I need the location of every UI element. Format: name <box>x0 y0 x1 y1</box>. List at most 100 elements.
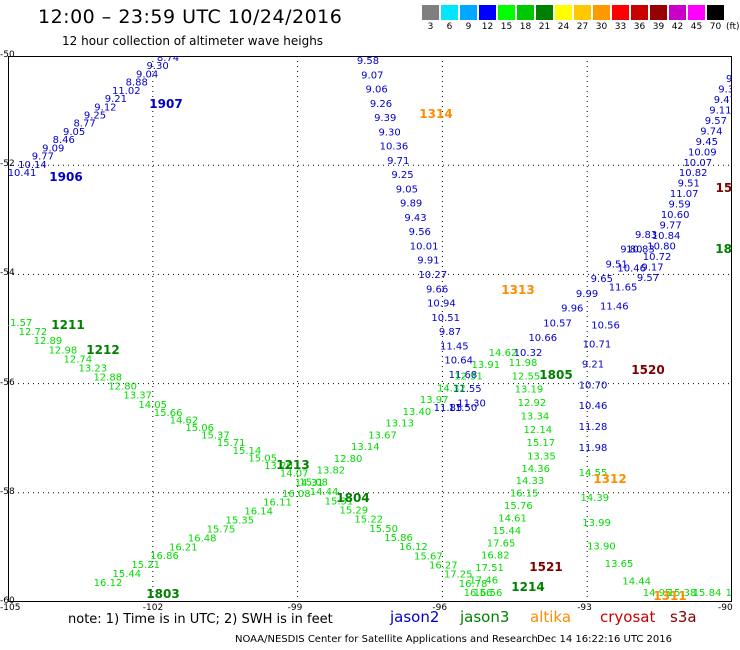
lon-tick-label: -96 <box>432 603 448 613</box>
legend-swatch <box>536 5 553 20</box>
wave-height-label: 12.14 <box>524 425 553 436</box>
lon-tick-label: -105 <box>0 603 21 613</box>
pass-label: 1804 <box>336 491 369 505</box>
wave-height-label: 16.56 <box>464 588 493 599</box>
legend-swatch <box>460 5 477 20</box>
legend-swatch <box>555 5 572 20</box>
legend-label: 6 <box>446 22 453 32</box>
satellite-name: s3a <box>670 608 697 626</box>
wave-height-label: 12.80 <box>108 382 137 393</box>
wave-height-label: 9.39 <box>718 84 732 95</box>
legend-label: 3 <box>427 22 434 32</box>
wave-height-label: 9.21 <box>582 359 604 370</box>
wave-height-label: 11.55 <box>453 384 482 395</box>
wave-height-label: 13.20 <box>264 461 293 472</box>
pass-label: 1214 <box>511 580 544 594</box>
wave-height-label: 9.59 <box>669 200 691 211</box>
wave-height-label: 11.57 <box>8 318 32 329</box>
wave-height-label: 16.48 <box>188 533 217 544</box>
satellite-name: cryosat <box>600 608 656 626</box>
wave-height-label: 10.46 <box>579 401 608 412</box>
wave-height-label: 13.90 <box>587 541 616 552</box>
wave-height-label: 10.64 <box>444 356 473 367</box>
wave-height-label: 11.98 <box>579 443 608 454</box>
wave-height-label: 8.46 <box>53 135 75 146</box>
wave-height-label: 9.25 <box>391 170 413 181</box>
wave-height-label: 14.95 <box>643 588 672 599</box>
wave-height-label: 15.76 <box>504 501 533 512</box>
wave-height-label: 16.86 <box>150 551 179 562</box>
wave-height-label: 9.56 <box>409 227 431 238</box>
wave-height-label: 11.30 <box>457 398 486 409</box>
wave-height-label: 15.86 <box>384 533 413 544</box>
legend-label: 15 <box>500 22 513 32</box>
wave-height-label: 9.58 <box>357 56 379 67</box>
pass-label: 1313 <box>501 283 534 297</box>
wave-height-label: 10.56 <box>591 320 620 331</box>
wave-height-label: 12.55 <box>512 371 541 382</box>
pass-label: 1213 <box>276 458 309 472</box>
legend-label: 39 <box>652 22 665 32</box>
pass-label: 1803 <box>146 587 179 601</box>
color-legend: 3 6 9 12 15 18 21 24 27 30 33 36 39 42 45 70 <box>422 5 728 37</box>
legend-swatch <box>441 5 458 20</box>
plot-frame <box>8 56 732 602</box>
wave-height-label: 12.98 <box>49 345 78 356</box>
wave-height-label: 9.45 <box>696 137 718 148</box>
legend-label: 21 <box>538 22 551 32</box>
wave-height-label: 13.65 <box>605 559 634 570</box>
wave-height-label: 14.44 <box>622 577 651 588</box>
wave-height-label: 9.77 <box>659 221 681 232</box>
wave-height-label: 17.25 <box>444 570 473 581</box>
wave-height-label: 10.09 <box>688 147 717 158</box>
wave-height-label: 9.99 <box>576 289 598 300</box>
note-text: note: 1) Time is in UTC; 2) SWH is in fe… <box>68 612 333 627</box>
wave-height-label: 9.74 <box>700 126 722 137</box>
legend-swatch <box>612 5 629 20</box>
lon-tick-label: -90 <box>718 603 733 613</box>
wave-height-label: 9.66 <box>426 284 448 295</box>
wave-height-label: 16.14 <box>244 507 273 518</box>
wave-height-label: 9.30 <box>146 61 168 72</box>
legend-units: (ft) <box>726 22 740 32</box>
legend-swatch <box>631 5 648 20</box>
wave-height-label: 10.57 <box>543 318 572 329</box>
lat-tick-label: -58 <box>0 486 15 497</box>
wave-height-label: 11.07 <box>670 189 699 200</box>
wave-height-label: 10.41 <box>8 168 36 179</box>
wave-height-label: 14.39 <box>580 493 609 504</box>
wave-height-label: 9.51 <box>605 259 627 270</box>
wave-height-label: 12.89 <box>34 336 63 347</box>
wave-height-label: 10.80 <box>647 242 676 253</box>
wave-height-label: 11.46 <box>600 301 629 312</box>
wave-height-label: 10.32 <box>514 348 543 359</box>
wave-height-label: 13.34 <box>521 411 550 422</box>
lon-tick-label: -93 <box>577 603 592 613</box>
wave-height-label: 17.46 <box>469 576 498 587</box>
lon-tick-label: -99 <box>287 603 303 613</box>
wave-height-label: 9.25 <box>84 111 106 122</box>
wave-height-label: 9.87 <box>439 327 461 338</box>
wave-height-label: 12.74 <box>64 354 93 365</box>
satellite-name: jason2 <box>390 608 440 626</box>
legend-label: 36 <box>633 22 646 32</box>
credit-text: NOAA/NESDIS Center for Satellite Applica… <box>235 634 538 645</box>
pass-label: 1907 <box>149 97 182 111</box>
wave-height-label: 9.96 <box>561 304 583 315</box>
lat-tick-label: -54 <box>0 268 15 279</box>
wave-height-label: 11.65 <box>609 283 638 294</box>
wave-height-label: 14.61 <box>498 513 527 524</box>
wave-height-label: 15.05 <box>248 453 277 464</box>
wave-height-label: 13.23 <box>78 363 107 374</box>
wave-height-label: 9.30 <box>378 127 400 138</box>
wave-height-label: 9.71 <box>387 156 409 167</box>
wave-height-label: 10.82 <box>679 168 708 179</box>
altimeter-map: 10.4110.149.779.098.469.058.779.259.129.… <box>8 56 732 602</box>
wave-height-label: 10.72 <box>643 252 672 263</box>
wave-height-label: 13.35 <box>527 451 556 462</box>
wave-height-label: 9.07 <box>361 70 383 81</box>
wave-height-label: 11.85 <box>434 403 463 414</box>
wave-height-label: 8.77 <box>73 119 95 130</box>
pass-label: 1212 <box>86 343 119 357</box>
legend-swatch <box>688 5 705 20</box>
